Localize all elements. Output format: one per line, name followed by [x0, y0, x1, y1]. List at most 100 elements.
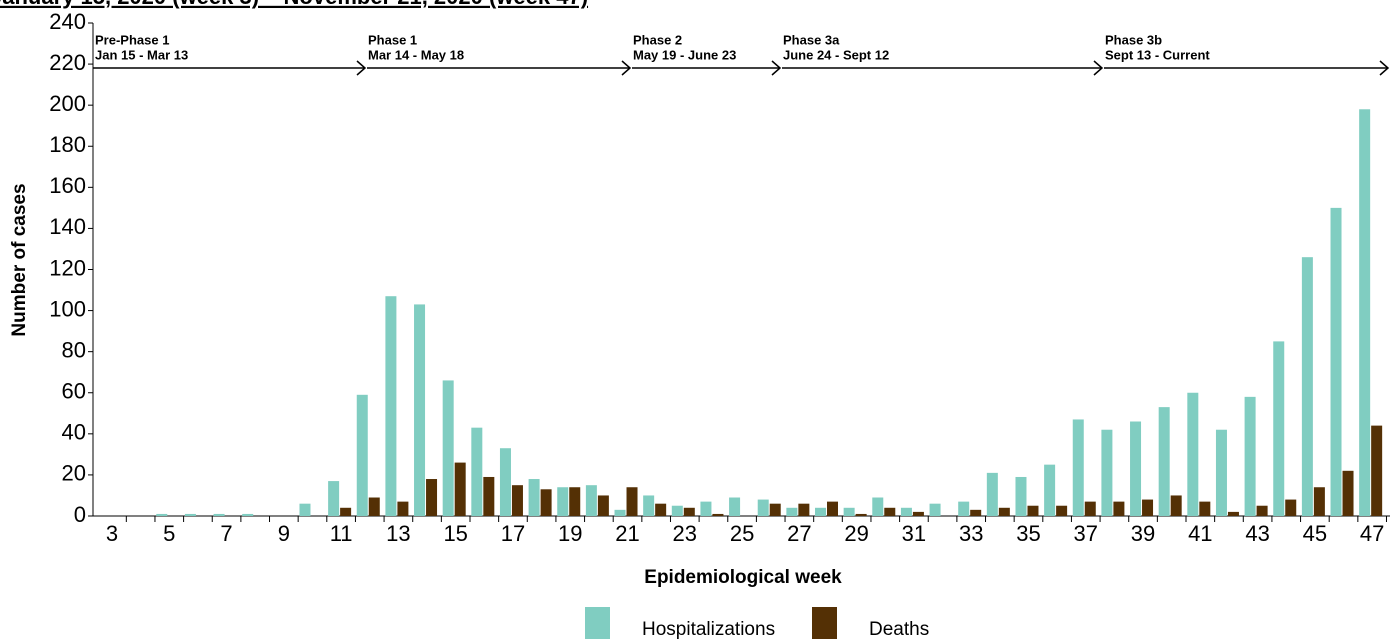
bar [729, 497, 741, 516]
x-tick-label: 5 [163, 521, 175, 546]
x-tick-label: 43 [1245, 521, 1269, 546]
bar [843, 507, 855, 516]
phase-dates: June 24 - Sept 12 [783, 47, 889, 62]
phase-dates: Jan 15 - Mar 13 [95, 47, 188, 62]
bar [998, 507, 1010, 516]
phase-name: Phase 3a [783, 32, 840, 47]
bar [1072, 419, 1084, 516]
x-tick-label: 25 [730, 521, 754, 546]
legend-label: Deaths [869, 619, 929, 639]
bar [884, 507, 896, 516]
bar [1199, 501, 1211, 516]
bar [671, 505, 683, 516]
x-tick-label: 11 [330, 521, 353, 546]
bar [1371, 425, 1383, 516]
bar [1170, 495, 1182, 516]
bar [912, 511, 924, 516]
bar [1158, 407, 1170, 516]
bar [511, 485, 523, 516]
bar [540, 489, 552, 516]
bar [471, 427, 483, 516]
x-tick-label: 27 [787, 521, 811, 546]
bar [1330, 207, 1342, 516]
x-tick-label: 3 [106, 521, 118, 546]
x-tick-label: 47 [1360, 521, 1384, 546]
bar [712, 513, 724, 516]
bar [1113, 501, 1125, 516]
x-tick-label: 45 [1303, 521, 1327, 546]
x-tick-label: 21 [615, 521, 639, 546]
bar [1015, 476, 1027, 516]
bar [1342, 470, 1354, 516]
bar [1130, 421, 1142, 516]
bar [1215, 429, 1227, 516]
phase-dates: May 19 - June 23 [633, 47, 736, 62]
bar [442, 380, 454, 516]
bar [557, 487, 569, 516]
bar [585, 485, 597, 516]
x-tick-label: 31 [902, 521, 926, 546]
arrow-head [1379, 60, 1390, 76]
bar [929, 503, 941, 516]
bar [655, 503, 667, 516]
bar [328, 481, 340, 516]
bar [1187, 392, 1199, 516]
y-tick-label: 80 [62, 337, 86, 362]
chart-title: January 15, 2020 (week 3) – November 21,… [0, 0, 588, 9]
bar [769, 503, 781, 516]
y-tick-label: 180 [49, 132, 86, 157]
bar [356, 394, 368, 516]
bar [499, 448, 511, 516]
x-tick-label: 13 [386, 521, 410, 546]
bar [855, 513, 867, 516]
bar [1256, 505, 1268, 516]
bar [1101, 429, 1113, 516]
y-tick-label: 40 [62, 420, 86, 445]
x-tick-label: 33 [959, 521, 983, 546]
y-tick-label: 20 [62, 461, 86, 486]
x-tick-label: 19 [558, 521, 582, 546]
phase-name: Phase 3b [1105, 32, 1162, 47]
y-axis-label: Number of cases [9, 183, 30, 336]
phase-name: Phase 1 [368, 32, 417, 47]
bar [528, 479, 540, 516]
bar [614, 509, 626, 516]
x-tick-label: 37 [1074, 521, 1098, 546]
y-tick-label: 100 [49, 296, 86, 321]
y-tick-label: 220 [49, 50, 86, 75]
bar [426, 479, 438, 516]
x-tick-label: 15 [443, 521, 467, 546]
x-tick-label: 7 [220, 521, 232, 546]
bar [340, 507, 352, 516]
bar [900, 507, 912, 516]
bar [958, 501, 970, 516]
bar [1285, 499, 1297, 516]
x-axis-label: Epidemiological week [644, 567, 842, 588]
bar [1359, 109, 1371, 517]
bar [184, 513, 196, 516]
bar [368, 497, 380, 516]
bar [454, 462, 466, 516]
bar [798, 503, 810, 516]
phase-dates: Sept 13 - Current [1105, 47, 1210, 62]
bar [643, 495, 655, 516]
x-tick-label: 41 [1188, 521, 1212, 546]
bar [872, 497, 884, 516]
x-tick-label: 17 [501, 521, 525, 546]
bar [700, 501, 712, 516]
bar [1084, 501, 1096, 516]
bar [1273, 341, 1285, 516]
x-tick-label: 29 [844, 521, 868, 546]
y-tick-label: 200 [49, 91, 86, 116]
bar [1227, 511, 1239, 516]
phase-name: Pre-Phase 1 [95, 32, 169, 47]
x-tick-label: 9 [278, 521, 290, 546]
y-tick-label: 0 [74, 502, 86, 527]
bar [242, 513, 254, 516]
bar [970, 509, 982, 516]
bar [683, 507, 695, 516]
bar [626, 487, 638, 516]
bar [1301, 257, 1313, 516]
bar [1313, 487, 1325, 516]
